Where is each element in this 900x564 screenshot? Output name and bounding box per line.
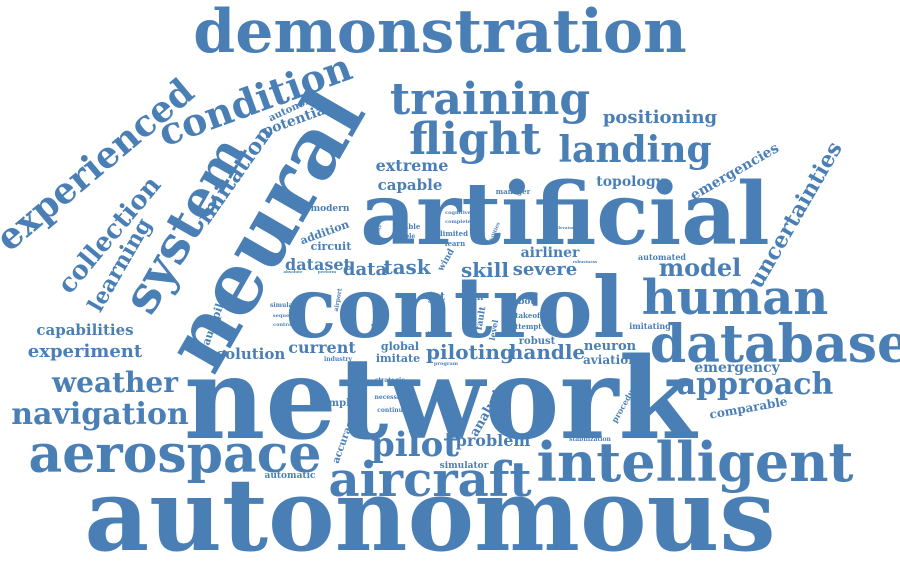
word-imitate: imitate <box>375 351 421 365</box>
word-flight: flight <box>409 114 541 165</box>
word-simulator: simulator <box>439 460 489 471</box>
word-elevator: elevator <box>555 225 575 230</box>
word-intelligent: intelligent <box>536 430 854 494</box>
word-approach: approach <box>676 367 834 402</box>
word-continuous: continuous <box>377 407 415 414</box>
word-industry: industry <box>324 356 352 363</box>
word-navigation: navigation <box>11 397 189 432</box>
word-model: model <box>658 253 742 282</box>
word-autonomous: autonomous <box>84 456 776 564</box>
word-robustness: robustness <box>572 259 598 264</box>
word-handle: handle <box>508 340 586 364</box>
word-complete: complete <box>445 218 471 225</box>
word-skill: skill <box>461 258 509 282</box>
word-severe: severe <box>512 259 578 280</box>
word-enable: enable <box>392 233 416 240</box>
word-piloting: piloting <box>426 340 514 364</box>
word-example: example <box>309 398 357 409</box>
word-database: database <box>649 314 900 375</box>
word-modern: modern <box>310 203 350 214</box>
word-training: training <box>389 74 591 125</box>
word-robust: robust <box>518 336 556 347</box>
word-capable: capable <box>377 175 443 194</box>
word-necessary: necessary <box>374 394 408 401</box>
word-limited: limited <box>440 228 468 238</box>
word-aviation: aviation <box>583 353 637 367</box>
word-extreme: extreme <box>375 156 449 175</box>
word-unable: unable <box>393 221 421 231</box>
word-demonstration: demonstration <box>193 0 687 67</box>
word-aircraft: aircraft <box>328 452 532 508</box>
word-pilot: pilot <box>371 425 459 465</box>
word-data: data <box>342 259 388 280</box>
word-topology: topology <box>596 174 664 190</box>
word-imitating: imitating <box>629 321 671 331</box>
word-emergency: emergency <box>694 360 780 376</box>
word-program: program <box>433 360 459 367</box>
word-takeoff: takeoff <box>515 310 543 320</box>
word-control: control <box>285 258 625 357</box>
word-human: human <box>641 270 829 326</box>
word-sequence: sequence <box>272 312 300 319</box>
word-difference: difference <box>426 330 450 335</box>
word-positioning: positioning <box>602 107 718 128</box>
word-automated: automated <box>637 252 687 262</box>
word-absolute: absolute <box>283 269 303 274</box>
word-simulation: simulation <box>270 302 306 309</box>
word-neuron: neuron <box>583 338 637 354</box>
word-task: task <box>383 255 431 279</box>
word-strategic: strategic <box>375 377 405 384</box>
word-experiment: experiment <box>27 341 143 362</box>
word-airliner: airliner <box>520 245 580 261</box>
word-weather: weather <box>52 366 178 399</box>
word-landing: landing <box>558 129 712 171</box>
word-ann: ann <box>464 292 484 303</box>
word-jet: jet <box>428 289 446 303</box>
word-attempt: attempt <box>510 321 542 331</box>
word-global: global <box>380 339 420 353</box>
word-capabilities: capabilities <box>36 320 134 339</box>
word-dataset: dataset <box>285 255 351 274</box>
word-cycle: cycle <box>432 312 444 317</box>
word-learn: learn <box>444 238 466 248</box>
word-artificial: artificial <box>360 164 770 265</box>
word-cognitive: cognitive <box>445 209 471 216</box>
word-automatic: automatic <box>264 470 316 481</box>
word-stabilization: stabilization <box>569 436 611 443</box>
word-perform: perform <box>317 269 337 274</box>
word-current: current <box>288 338 356 357</box>
word-problem: problem <box>455 431 531 450</box>
word-network: network <box>183 334 697 465</box>
word-robot: robot <box>507 296 535 307</box>
word-circuit: circuit <box>310 239 352 253</box>
word-aerospace: aerospace <box>28 424 322 485</box>
word-controller: controller <box>273 321 301 328</box>
word-level: level <box>486 318 500 342</box>
word-solution: solution <box>216 344 286 363</box>
word-manager: manager <box>495 186 531 196</box>
